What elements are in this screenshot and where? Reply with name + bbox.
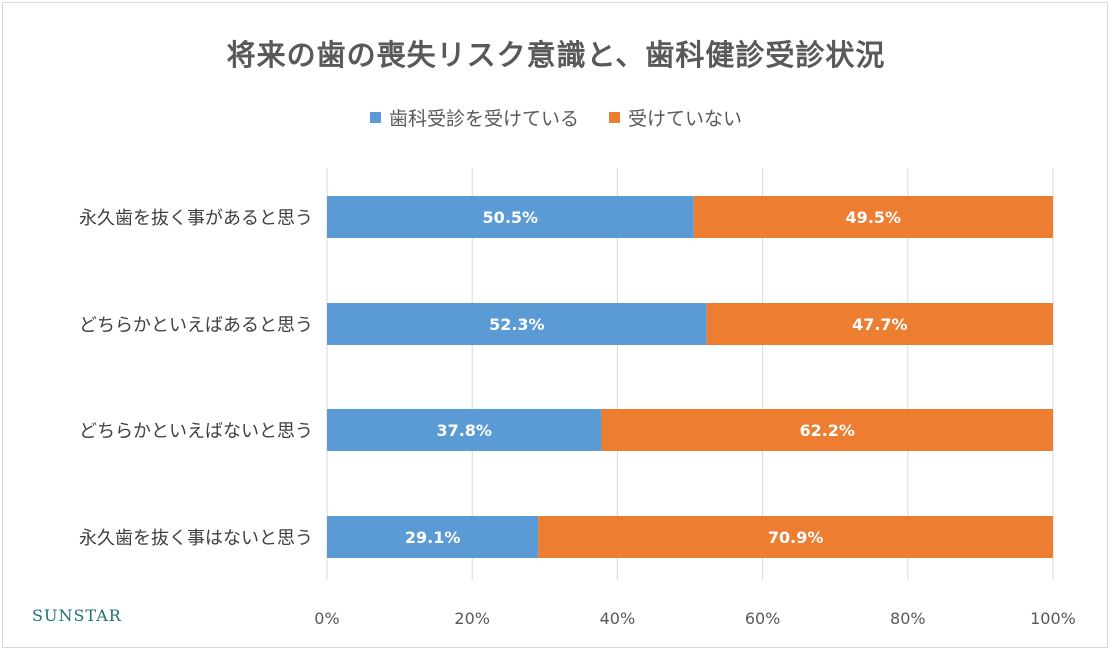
legend-item-not-received: 受けていない [609, 104, 742, 131]
category-label-3: 永久歯を抜く事はないと思う [79, 528, 313, 549]
category-label-1: どちらかといえばあると思う [79, 315, 313, 336]
legend-swatch-not-received [609, 112, 620, 123]
chart-legend: 歯科受診を受けている 受けていない [0, 104, 1112, 131]
bar-received-1 [327, 303, 707, 345]
legend-label-received: 歯科受診を受けている [388, 108, 579, 130]
data-label-received-2: 37.8% [436, 421, 492, 440]
legend-item-received: 歯科受診を受けている [369, 104, 579, 131]
bar-received-3 [327, 516, 539, 558]
x-tick-label-2: 40% [600, 609, 636, 628]
chart-title: 将来の歯の喪失リスク意識と、歯科健診受診状況 [226, 38, 886, 72]
bar-not-received-3 [538, 516, 1053, 558]
x-tick-label-4: 80% [890, 609, 926, 628]
legend-label-not-received: 受けていない [628, 108, 743, 130]
data-label-not-received-1: 47.7% [852, 315, 908, 334]
x-tick-label-1: 20% [454, 609, 490, 628]
bar-not-received-1 [706, 303, 1053, 345]
data-label-received-3: 29.1% [405, 528, 461, 547]
bar-received-0 [327, 196, 694, 238]
bar-not-received-0 [693, 196, 1053, 238]
bar-not-received-2 [601, 409, 1053, 451]
category-label-0: 永久歯を抜く事があると思う [79, 208, 313, 229]
sunstar-logo: SUNSTAR [32, 606, 122, 625]
legend-swatch-received [369, 112, 381, 123]
data-label-received-1: 52.3% [489, 315, 545, 334]
x-tick-label-3: 60% [745, 609, 781, 628]
data-label-not-received-0: 49.5% [846, 208, 902, 227]
data-label-received-0: 50.5% [483, 208, 539, 227]
x-tick-label-0: 0% [314, 609, 339, 628]
category-label-2: どちらかといえばないと思う [79, 421, 313, 442]
x-tick-label-5: 100% [1030, 609, 1076, 628]
bar-received-2 [327, 409, 602, 451]
data-label-not-received-2: 62.2% [799, 421, 855, 440]
data-label-not-received-3: 70.9% [768, 528, 824, 547]
